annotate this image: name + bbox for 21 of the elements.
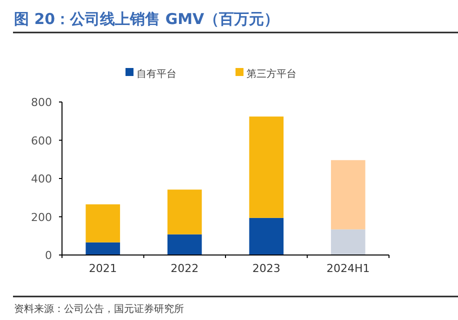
y-tick-label: 800: [31, 96, 52, 109]
bar: [249, 218, 284, 255]
y-tick-label: 200: [31, 210, 52, 224]
x-tick-label: 2024H1: [326, 262, 370, 275]
bar: [86, 242, 120, 255]
legend-label: 自有平台: [136, 68, 176, 80]
legend-label: 第三方平台: [246, 68, 296, 80]
x-tick-label: 2022: [170, 262, 199, 275]
bar: [330, 229, 366, 255]
bar: [86, 204, 120, 242]
bar: [167, 234, 202, 255]
x-tick-label: 2021: [88, 262, 117, 275]
bar: [249, 116, 284, 218]
y-tick-label: 400: [31, 172, 52, 186]
x-tick-label: 2023: [252, 262, 280, 275]
chart-title: 图 20：公司线上销售 GMV（百万元）: [14, 10, 280, 28]
bar: [330, 160, 366, 230]
bar: [167, 190, 202, 234]
text: 资料来源：公司公告，国元证券研究所: [14, 303, 184, 315]
y-tick-label: 600: [31, 134, 52, 148]
y-tick-label: 0: [45, 249, 52, 262]
